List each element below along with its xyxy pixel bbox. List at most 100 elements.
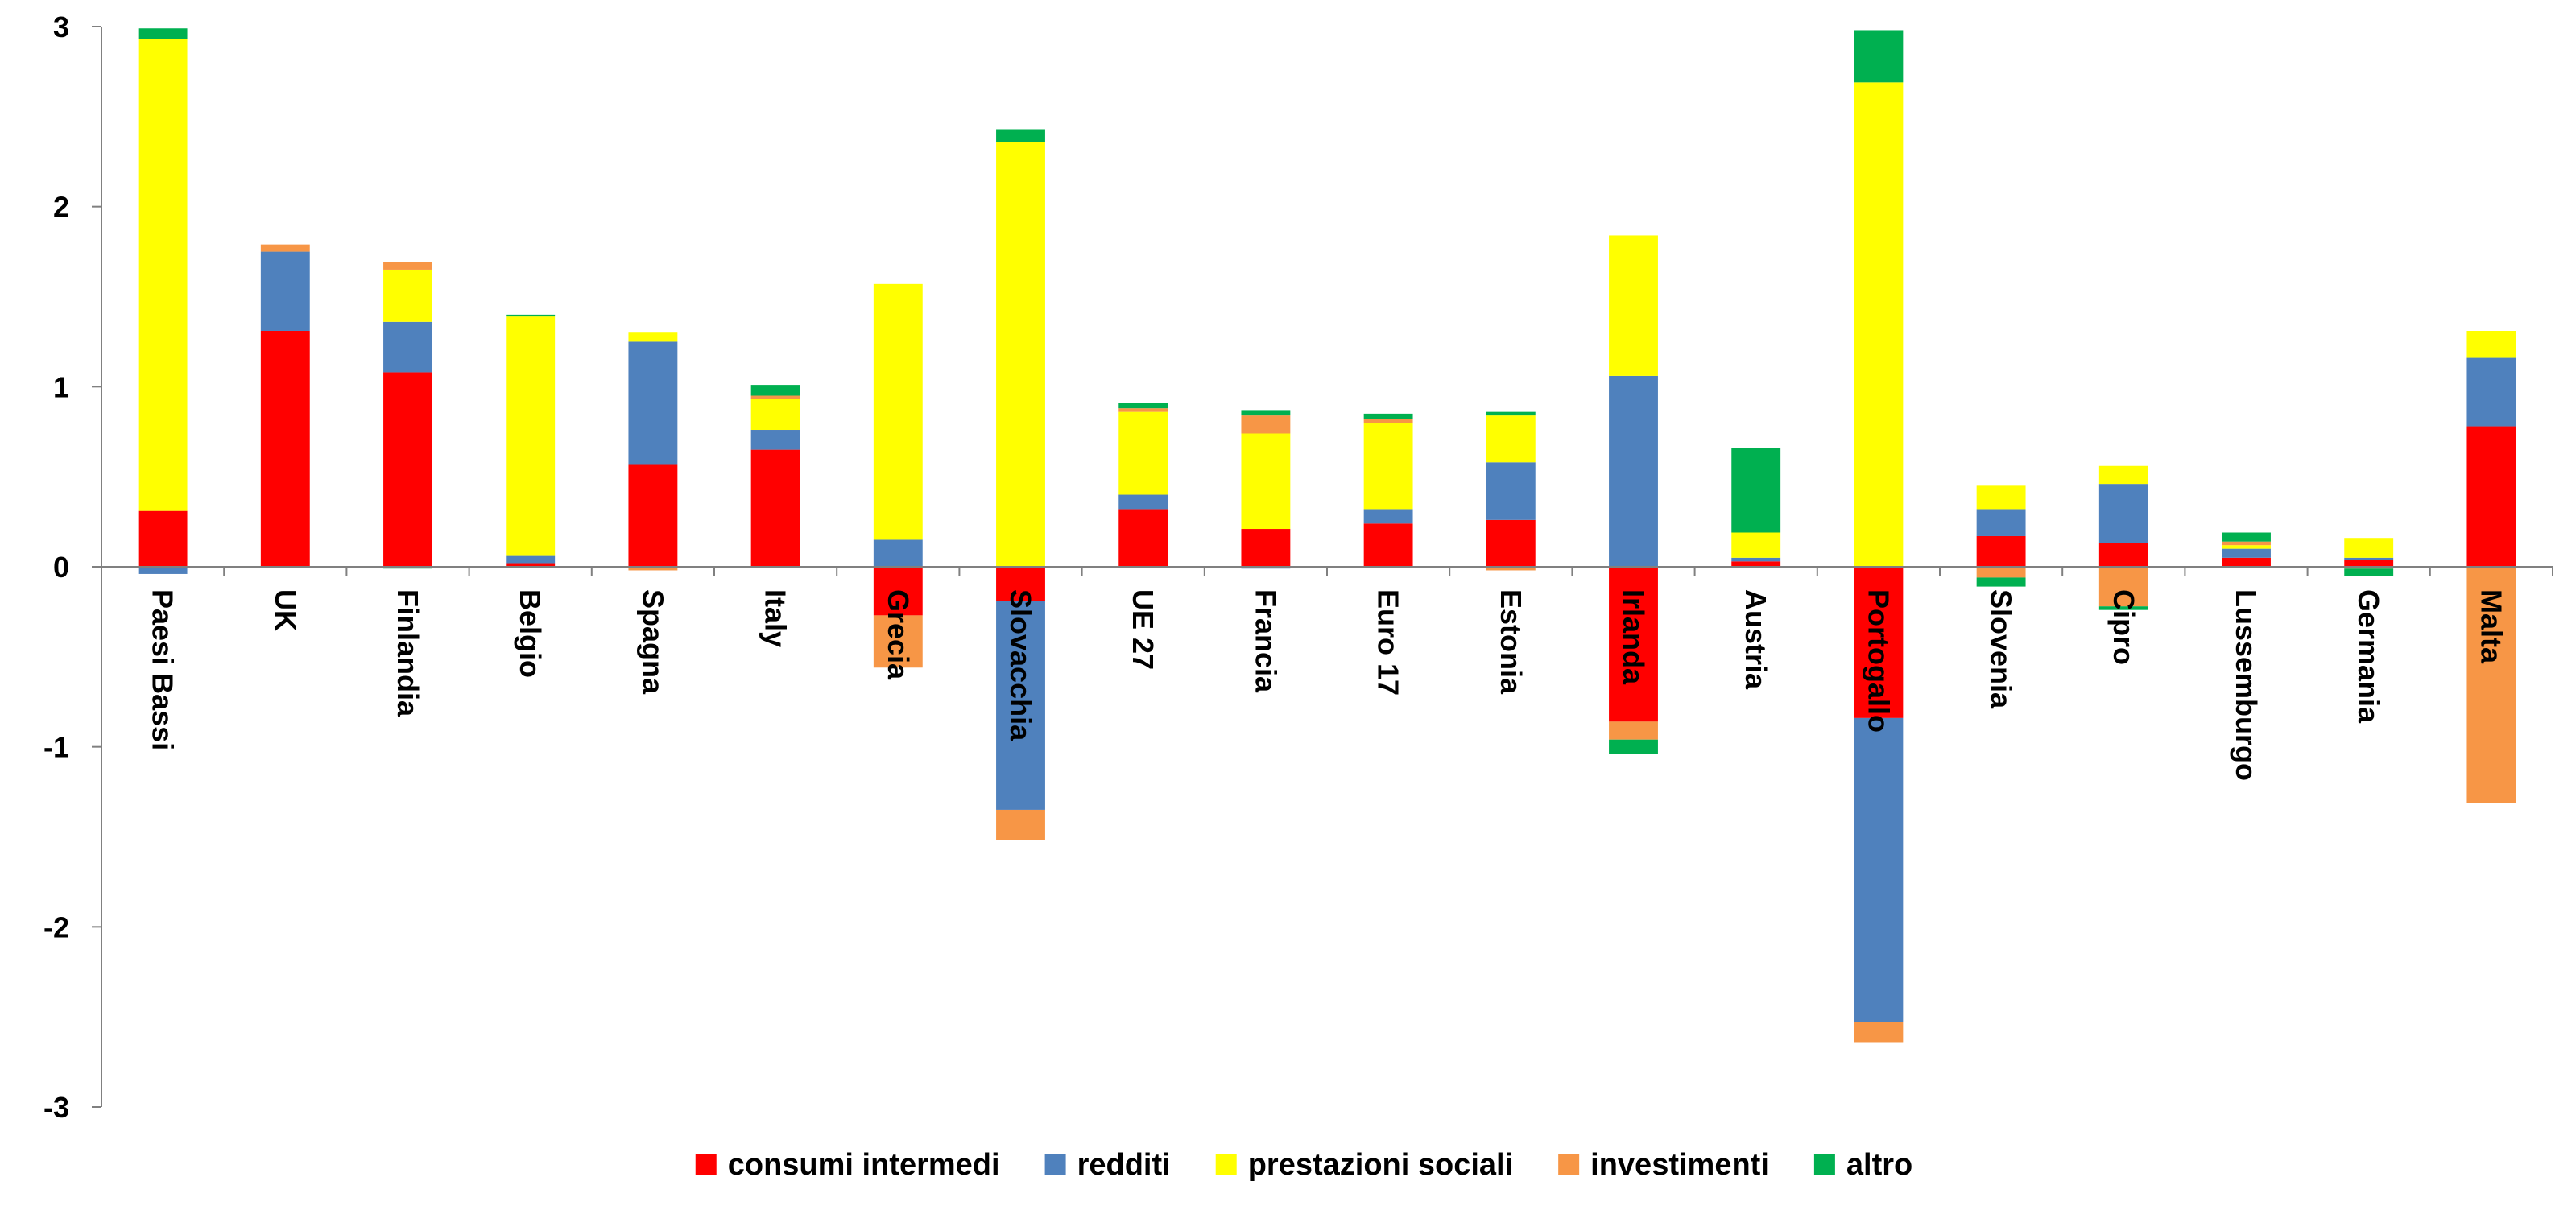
- bar-segment-spagna-investimenti: [628, 567, 678, 571]
- bar-segment-spagna-redditi: [628, 341, 678, 465]
- bar-segment-paesi-bassi-consumi-intermedi: [138, 510, 188, 567]
- bar-segment-irlanda-investimenti: [1609, 721, 1658, 740]
- bar-segment-estonia-prestazioni-sociali: [1486, 415, 1536, 463]
- category-label-paesi-bassi: Paesi Bassi: [147, 589, 180, 750]
- bar-segment-paesi-bassi-prestazioni-sociali: [138, 39, 188, 511]
- bar-segment-germania-consumi-intermedi: [2344, 560, 2394, 567]
- bar-segment-lussemburgo-altro: [2222, 532, 2271, 542]
- category-label-uk: UK: [269, 589, 302, 631]
- bar-segment-lussemburgo-investimenti: [2222, 541, 2271, 546]
- bar-segment-belgio-prestazioni-sociali: [506, 316, 556, 556]
- y-tick-label: 3: [53, 10, 69, 43]
- bar-segment-slovenia-prestazioni-sociali: [1976, 485, 2026, 510]
- bar-segment-francia-prestazioni-sociali: [1241, 433, 1291, 530]
- bar-segment-malta-prestazioni-sociali: [2466, 331, 2516, 358]
- bar-segment-austria-altro: [1731, 448, 1781, 533]
- category-label-italy: Italy: [759, 589, 792, 647]
- legend-label-prestazioni-sociali: prestazioni sociali: [1248, 1148, 1513, 1182]
- bar-segment-spagna-prestazioni-sociali: [628, 332, 678, 342]
- bar-segment-cipro-altro: [2098, 606, 2148, 610]
- bar-segment-uk-consumi-intermedi: [260, 331, 310, 567]
- bar-segment-cipro-investimenti: [2098, 567, 2148, 607]
- category-labels: Paesi Bassi UK Finlandia Belgio Spagna Italy G…: [147, 589, 2508, 781]
- bar-segment-finlandia-investimenti: [383, 262, 432, 270]
- legend-label-altro: altro: [1846, 1148, 1912, 1182]
- bar-segment-malta-investimenti: [2466, 567, 2516, 803]
- y-tick-label: 1: [53, 370, 69, 403]
- bar-segment-slovenia-consumi-intermedi: [1976, 535, 2026, 567]
- category-label-lussemburgo: Lussemburgo: [2230, 589, 2263, 781]
- bar-segment-slovacchia-consumi-intermedi: [996, 567, 1045, 601]
- bar-segment-portogallo-prestazioni-sociali: [1854, 82, 1904, 568]
- category-label-estonia: Estonia: [1495, 589, 1528, 695]
- category-label-germania: Germania: [2352, 589, 2385, 724]
- bar-segment-portogallo-altro: [1854, 30, 1904, 83]
- bar-segment-belgio-consumi-intermedi: [506, 563, 556, 567]
- category-label-grecia: Grecia: [882, 589, 915, 680]
- bar-segment-uk-redditi: [260, 251, 310, 331]
- bar-segment-lussemburgo-redditi: [2222, 548, 2271, 558]
- legend-swatch-prestazioni-sociali: [1215, 1154, 1237, 1175]
- y-tick-label: -1: [43, 731, 69, 764]
- bar-segment-estonia-redditi: [1486, 462, 1536, 520]
- bar-segment-germania-investimenti: [2344, 567, 2394, 569]
- category-label-slovenia: Slovenia: [1985, 589, 2018, 709]
- category-label-euro-17: Euro 17: [1372, 589, 1405, 696]
- bar-segment-italy-investimenti: [750, 395, 800, 399]
- bar-segment-euro-17-altro: [1363, 413, 1413, 419]
- bar-segment-estonia-altro: [1486, 411, 1536, 416]
- bar-segment-euro-17-redditi: [1363, 509, 1413, 524]
- bar-segment-francia-redditi: [1241, 567, 1291, 569]
- category-label-portogallo: Portogallo: [1862, 589, 1895, 733]
- bar-segment-portogallo-consumi-intermedi: [1854, 567, 1904, 718]
- bar-segment-slovacchia-altro: [996, 129, 1045, 142]
- bar-segment-germania-altro: [2344, 568, 2394, 576]
- bar-segment-slovacchia-investimenti: [996, 809, 1045, 840]
- bar-segment-estonia-investimenti: [1486, 567, 1536, 571]
- bar-segment-irlanda-prestazioni-sociali: [1609, 235, 1658, 376]
- bar-segment-slovenia-altro: [1976, 577, 2026, 587]
- bar-segment-grecia-consumi-intermedi: [873, 567, 923, 616]
- axes-layer: [92, 26, 2553, 1108]
- bar-segment-irlanda-altro: [1609, 739, 1658, 754]
- bar-segment-italy-prestazioni-sociali: [750, 399, 800, 431]
- category-label-belgio: Belgio: [514, 589, 547, 678]
- bar-segment-ue-27-investimenti: [1118, 408, 1168, 412]
- legend: consumi intermedi redditi prestazioni soci…: [695, 1148, 1912, 1182]
- y-tick-labels: 3 2 1 0 -1 -2 -3: [43, 10, 69, 1124]
- bar-segment-ue-27-consumi-intermedi: [1118, 509, 1168, 567]
- category-label-spagna: Spagna: [636, 589, 669, 695]
- legend-swatch-investimenti: [1558, 1154, 1580, 1175]
- bar-segment-italy-consumi-intermedi: [750, 449, 800, 567]
- legend-label-redditi: redditi: [1077, 1148, 1171, 1182]
- bar-segment-paesi-bassi-altro: [138, 28, 188, 39]
- bar-segment-euro-17-consumi-intermedi: [1363, 523, 1413, 567]
- legend-swatch-redditi: [1044, 1154, 1066, 1175]
- bar-segment-ue-27-altro: [1118, 403, 1168, 409]
- bar-segment-cipro-prestazioni-sociali: [2098, 465, 2148, 485]
- bar-segment-germania-prestazioni-sociali: [2344, 538, 2394, 558]
- legend-swatch-consumi-intermedi: [695, 1154, 717, 1175]
- bar-segment-belgio-redditi: [506, 555, 556, 564]
- category-label-cipro: Cipro: [2107, 589, 2140, 665]
- bar-segment-euro-17-investimenti: [1363, 419, 1413, 423]
- bar-segment-uk-investimenti: [260, 244, 310, 252]
- bar-segment-grecia-prestazioni-sociali: [873, 283, 923, 540]
- bar-segment-malta-consumi-intermedi: [2466, 426, 2516, 567]
- category-label-irlanda: Irlanda: [1617, 589, 1650, 685]
- bar-segment-cipro-redditi: [2098, 484, 2148, 543]
- category-label-finlandia: Finlandia: [391, 589, 424, 717]
- bar-segment-lussemburgo-prestazioni-sociali: [2222, 545, 2271, 549]
- y-tick-label: -2: [43, 911, 69, 944]
- bar-segment-austria-prestazioni-sociali: [1731, 532, 1781, 558]
- bar-segment-belgio-altro: [506, 314, 556, 317]
- bar-segment-malta-redditi: [2466, 357, 2516, 427]
- bar-segment-spagna-consumi-intermedi: [628, 464, 678, 567]
- bar-segment-austria-consumi-intermedi: [1731, 561, 1781, 567]
- bar-segment-portogallo-investimenti: [1854, 1022, 1904, 1043]
- legend-label-investimenti: investimenti: [1590, 1148, 1769, 1182]
- bar-segment-slovenia-investimenti: [1976, 567, 2026, 578]
- bar-segment-francia-investimenti: [1241, 415, 1291, 434]
